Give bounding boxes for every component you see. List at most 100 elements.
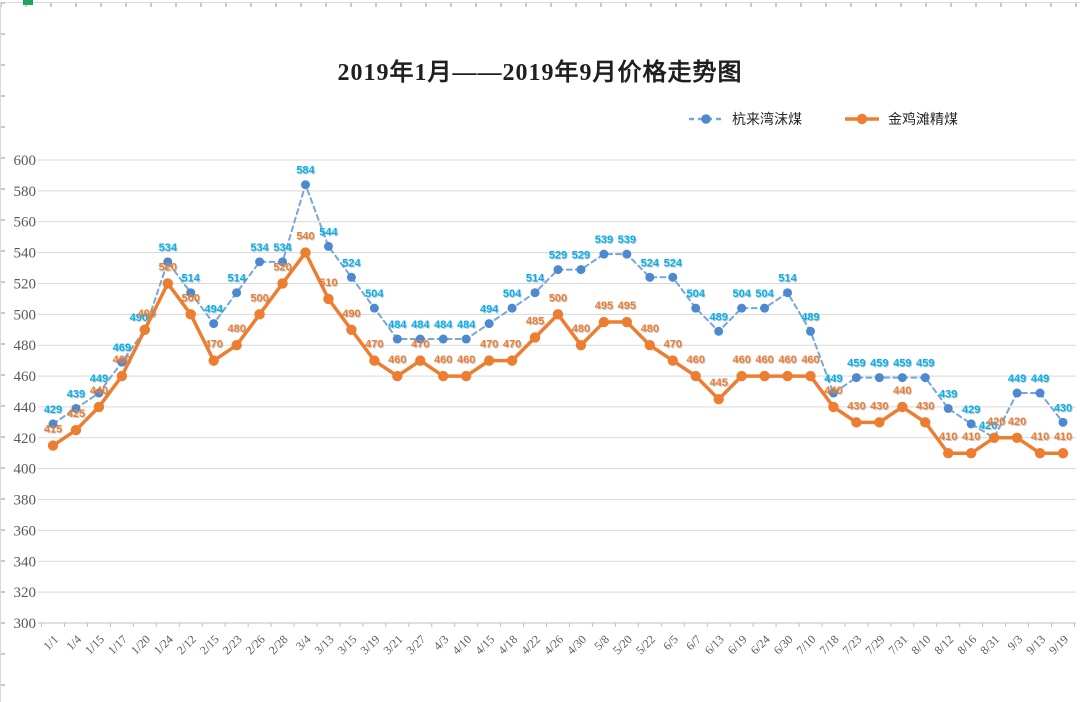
svg-text:490: 490 [130, 312, 148, 324]
svg-text:469: 469 [113, 342, 131, 354]
svg-text:584: 584 [296, 165, 315, 177]
svg-text:544: 544 [319, 226, 338, 238]
svg-text:524: 524 [342, 257, 361, 269]
svg-text:9/13: 9/13 [1023, 632, 1048, 657]
svg-text:8/10: 8/10 [908, 632, 933, 657]
svg-text:6/13: 6/13 [702, 632, 727, 657]
svg-text:1/24: 1/24 [151, 632, 176, 657]
svg-text:2/26: 2/26 [243, 632, 268, 657]
svg-text:510: 510 [319, 277, 337, 289]
svg-text:500: 500 [14, 307, 37, 323]
svg-text:5/20: 5/20 [610, 632, 635, 657]
svg-text:1/1: 1/1 [40, 632, 61, 653]
svg-text:7/18: 7/18 [817, 632, 842, 657]
legend-item-hanglaiwan[interactable]: 杭来湾沫煤 [688, 109, 802, 129]
legend-label-jinjitan: 金鸡滩精煤 [888, 111, 958, 127]
svg-text:540: 540 [296, 231, 314, 243]
svg-text:8/12: 8/12 [931, 632, 956, 657]
svg-text:514: 514 [182, 273, 201, 285]
svg-text:2/15: 2/15 [197, 632, 222, 657]
svg-text:1/4: 1/4 [63, 632, 84, 653]
svg-text:440: 440 [893, 385, 911, 397]
svg-text:420: 420 [979, 420, 997, 432]
svg-text:459: 459 [847, 358, 865, 370]
svg-text:520: 520 [273, 261, 291, 273]
svg-text:470: 470 [411, 339, 429, 351]
svg-text:459: 459 [893, 358, 911, 370]
svg-text:600: 600 [14, 153, 37, 169]
svg-text:1/15: 1/15 [82, 632, 107, 657]
svg-text:480: 480 [227, 323, 245, 335]
svg-text:470: 470 [480, 339, 498, 351]
svg-text:420: 420 [14, 431, 37, 447]
svg-text:429: 429 [44, 404, 62, 416]
svg-text:6/7: 6/7 [683, 632, 704, 653]
svg-text:540: 540 [14, 246, 37, 262]
svg-text:460: 460 [687, 354, 705, 366]
svg-text:380: 380 [14, 493, 37, 509]
svg-text:320: 320 [14, 585, 37, 601]
svg-text:500: 500 [182, 292, 200, 304]
svg-text:504: 504 [365, 288, 384, 300]
sheet-top-gridline [0, 2, 1080, 7]
svg-text:429: 429 [962, 404, 980, 416]
svg-text:6/30: 6/30 [771, 632, 796, 657]
svg-text:6/5: 6/5 [660, 632, 681, 653]
svg-text:449: 449 [1008, 373, 1026, 385]
svg-text:480: 480 [14, 338, 37, 354]
svg-text:449: 449 [1031, 373, 1049, 385]
svg-text:449: 449 [90, 373, 108, 385]
svg-text:460: 460 [457, 354, 475, 366]
svg-text:430: 430 [870, 400, 888, 412]
svg-text:459: 459 [916, 358, 934, 370]
svg-text:534: 534 [159, 242, 178, 254]
svg-text:3/4: 3/4 [293, 632, 314, 653]
svg-text:449: 449 [824, 373, 842, 385]
svg-text:490: 490 [138, 308, 156, 320]
svg-text:460: 460 [732, 354, 750, 366]
svg-text:539: 539 [618, 234, 636, 246]
svg-text:4/3: 4/3 [431, 632, 452, 653]
svg-text:495: 495 [595, 300, 613, 312]
svg-text:2/28: 2/28 [266, 632, 291, 657]
svg-text:420: 420 [987, 416, 1005, 428]
legend-marker-solid-line-icon [845, 113, 879, 125]
svg-text:430: 430 [1054, 402, 1072, 414]
svg-text:4/18: 4/18 [495, 632, 520, 657]
svg-text:8/31: 8/31 [977, 632, 1002, 657]
svg-text:520: 520 [14, 276, 37, 292]
svg-text:504: 504 [755, 288, 774, 300]
svg-text:495: 495 [618, 300, 636, 312]
svg-text:504: 504 [503, 288, 522, 300]
svg-text:459: 459 [870, 358, 888, 370]
svg-text:410: 410 [1054, 431, 1072, 443]
svg-text:539: 539 [595, 234, 613, 246]
svg-text:360: 360 [14, 523, 37, 539]
svg-text:514: 514 [526, 273, 545, 285]
svg-text:4/22: 4/22 [518, 632, 543, 657]
svg-text:524: 524 [641, 257, 660, 269]
svg-text:520: 520 [159, 261, 177, 273]
svg-text:500: 500 [549, 292, 567, 304]
svg-text:514: 514 [227, 273, 246, 285]
svg-text:6/24: 6/24 [748, 632, 773, 657]
svg-text:580: 580 [14, 184, 37, 200]
sheet-selection-handle [23, 0, 33, 5]
svg-text:410: 410 [939, 431, 957, 443]
svg-text:415: 415 [44, 424, 62, 436]
svg-text:300: 300 [14, 616, 37, 632]
svg-text:484: 484 [434, 319, 453, 331]
svg-text:5/22: 5/22 [633, 632, 658, 657]
legend-item-jinjitan[interactable]: 金鸡滩精煤 [844, 109, 958, 129]
svg-text:4/15: 4/15 [472, 632, 497, 657]
svg-text:2/12: 2/12 [174, 632, 199, 657]
svg-text:7/10: 7/10 [794, 632, 819, 657]
chart-title: 2019年1月——2019年9月价格走势图 [337, 60, 743, 86]
svg-text:440: 440 [14, 400, 37, 416]
svg-text:484: 484 [411, 319, 430, 331]
svg-text:7/31: 7/31 [885, 632, 910, 657]
svg-text:504: 504 [732, 288, 751, 300]
svg-text:489: 489 [710, 311, 728, 323]
svg-text:439: 439 [67, 388, 85, 400]
